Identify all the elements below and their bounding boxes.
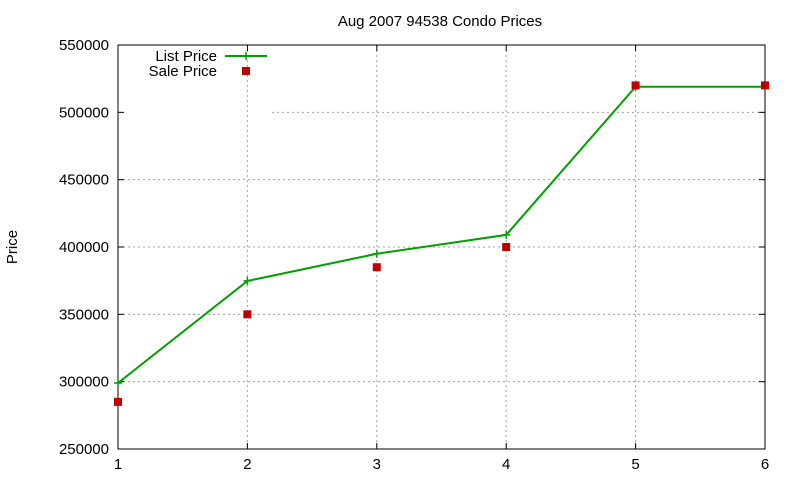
point-list-price <box>502 230 511 239</box>
axis-ticks: 1 2 3 4 5 6 250000 300000 350000 400000 450000 5000… <box>59 37 769 473</box>
point-list-price <box>114 379 122 388</box>
y-tick-label: 250000 <box>59 441 109 458</box>
point-sale-price <box>761 81 769 90</box>
y-tick-label: 300000 <box>59 374 109 391</box>
y-tick-label: 500000 <box>59 104 109 121</box>
y-tick-label: 450000 <box>59 172 109 189</box>
x-tick-label: 4 <box>502 456 510 473</box>
point-sale-price <box>372 263 381 272</box>
x-tick-label: 3 <box>373 456 381 473</box>
chart-title: Aug 2007 94538 Condo Prices <box>338 13 542 30</box>
legend: List Price Sale Price <box>149 48 267 80</box>
legend-label-list-price: List Price <box>155 48 217 65</box>
series-layer <box>114 81 769 406</box>
legend-marker-sale-price <box>242 67 250 75</box>
x-tick-label: 5 <box>631 456 639 473</box>
y-axis-label: Price <box>4 230 21 264</box>
series-line-list-price <box>117 85 765 384</box>
x-tick-label: 1 <box>114 456 122 473</box>
legend-label-sale-price: Sale Price <box>149 63 217 80</box>
point-list-price <box>372 249 381 258</box>
point-sale-price <box>631 81 640 90</box>
point-sale-price <box>502 243 511 251</box>
x-tick-label: 2 <box>243 456 251 473</box>
point-list-price <box>243 276 252 285</box>
y-tick-label: 400000 <box>59 239 109 256</box>
legend-marker-list-price <box>242 52 250 60</box>
grid-lines <box>118 45 765 449</box>
x-tick-label: 6 <box>761 456 769 473</box>
point-sale-price <box>243 310 252 319</box>
plot-frame <box>117 44 766 450</box>
legend-cross-list-price <box>242 52 250 60</box>
y-tick-label: 550000 <box>59 37 109 54</box>
point-sale-price <box>114 397 122 406</box>
y-tick-label: 350000 <box>59 306 109 323</box>
